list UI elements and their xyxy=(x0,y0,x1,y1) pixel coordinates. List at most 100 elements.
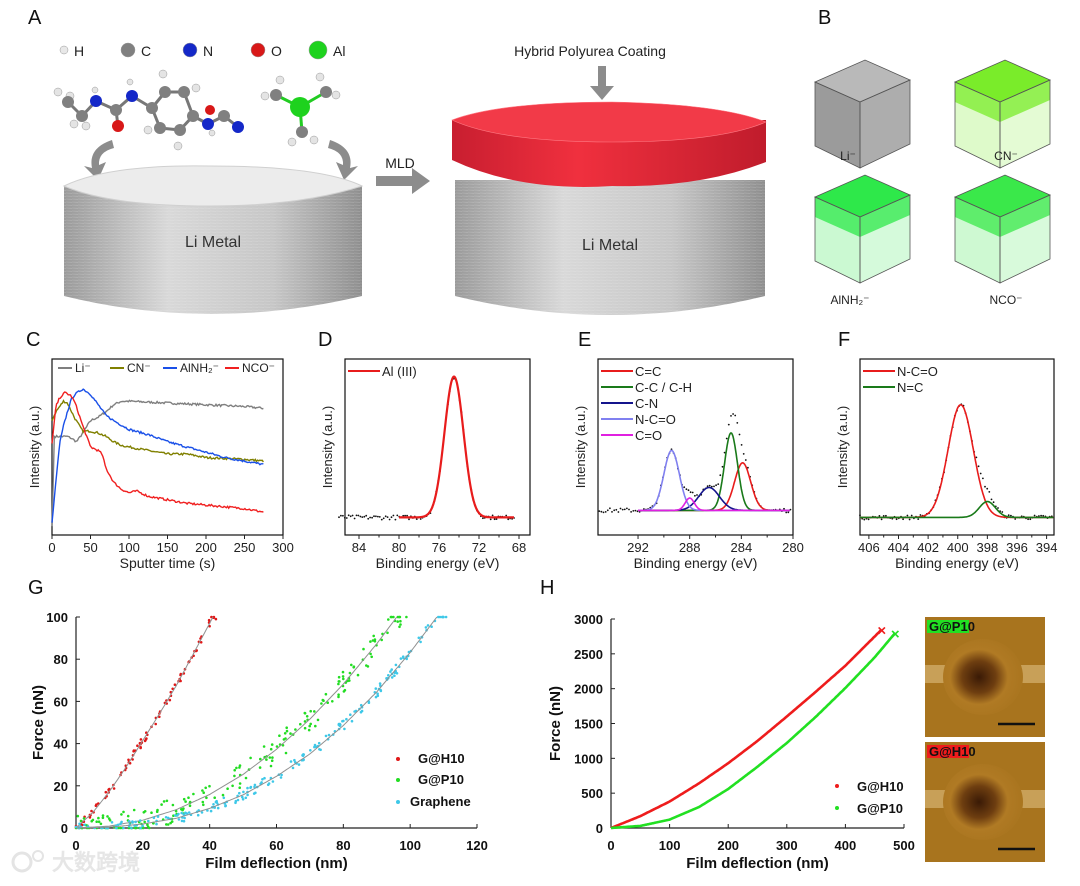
data-point-graphene xyxy=(359,710,363,714)
raw-data-point xyxy=(361,516,364,518)
data-point-g-h10 xyxy=(171,687,174,691)
data-point-g-p10 xyxy=(387,618,390,621)
x-axis-label: Binding energy (eV) xyxy=(376,555,500,571)
x-tick-label: 40 xyxy=(202,838,216,853)
raw-data-point xyxy=(906,514,909,517)
data-point-g-p10 xyxy=(371,639,375,642)
coating-label: Hybrid Polyurea Coating xyxy=(514,43,666,59)
chart-f: 406 404 402 400 398 396 394 Binding energy (eV)… xyxy=(835,358,1058,571)
data-point-graphene xyxy=(209,809,213,813)
data-point-g-p10 xyxy=(202,791,205,794)
data-point-graphene xyxy=(200,811,204,814)
data-point-g-p10 xyxy=(309,709,313,713)
data-point-graphene xyxy=(342,719,345,723)
data-point-g-p10 xyxy=(118,826,122,830)
atom-legend: H C N O Al xyxy=(59,40,345,60)
tof-sims-3d-maps: Li⁻ CN⁻ AlNH₂⁻ NCO⁻ xyxy=(814,59,1051,307)
raw-data-point xyxy=(375,515,377,518)
data-point-graphene xyxy=(224,804,227,807)
x-tick-label: 300 xyxy=(272,540,294,555)
data-point-g-p10 xyxy=(79,819,83,823)
data-point-graphene xyxy=(253,783,257,787)
data-point-graphene xyxy=(376,694,380,697)
raw-data-point xyxy=(865,517,868,520)
raw-data-point xyxy=(392,514,395,517)
data-point-g-p10 xyxy=(270,759,274,762)
raw-data-point xyxy=(670,448,673,451)
raw-data-point xyxy=(694,494,696,497)
atom-c-icon xyxy=(120,42,136,58)
data-point-graphene xyxy=(261,778,264,781)
y-tick-label: 100 xyxy=(46,610,68,625)
data-point-g-p10 xyxy=(314,724,317,728)
raw-data-point xyxy=(715,484,717,487)
legend-marker xyxy=(396,778,400,782)
fit-curve-g-p10 xyxy=(75,616,398,829)
data-point-graphene xyxy=(183,816,186,820)
data-point-g-p10 xyxy=(369,640,372,643)
y-tick-label: 1000 xyxy=(574,751,603,766)
data-point-graphene xyxy=(424,626,428,629)
x-tick-label: 100 xyxy=(118,540,140,555)
raw-data-point xyxy=(895,518,898,521)
afm-label-bg xyxy=(927,620,969,633)
cube-edge xyxy=(859,79,911,169)
data-point-g-p10 xyxy=(370,655,374,659)
data-point-g-p10 xyxy=(321,698,325,702)
data-point-g-p10 xyxy=(166,823,170,826)
legend-label: Graphene xyxy=(410,794,471,809)
data-point-g-p10 xyxy=(201,789,204,792)
data-point-graphene xyxy=(378,682,382,685)
watermark: 大数跨境 xyxy=(11,850,140,876)
li-metal-label-left: Li Metal xyxy=(185,234,241,251)
panel-label-a: A xyxy=(28,7,42,29)
data-point-graphene xyxy=(236,798,240,802)
x-axis-label: Film deflection (nm) xyxy=(686,855,829,872)
raw-data-point xyxy=(634,509,637,512)
data-point-g-p10 xyxy=(182,797,186,801)
raw-data-point xyxy=(505,514,508,517)
raw-data-point xyxy=(408,518,410,521)
data-point-graphene xyxy=(271,780,275,783)
data-point-g-p10 xyxy=(366,665,370,668)
x-tick-label: 394 xyxy=(1036,540,1058,555)
data-point-g-p10 xyxy=(208,784,211,788)
raw-data-point xyxy=(891,517,894,520)
x-tick-label: 400 xyxy=(947,540,969,555)
raw-data-point xyxy=(717,483,720,485)
afm-image-g-p10: G@P10 xyxy=(925,617,1045,737)
x-tick-label: 76 xyxy=(432,540,446,555)
data-point-g-p10 xyxy=(348,679,351,682)
x-axis-label: Film deflection (nm) xyxy=(205,855,348,872)
fit-peak-n-c xyxy=(860,500,1054,519)
data-point-g-p10 xyxy=(285,726,289,729)
raw-data-point xyxy=(730,415,732,417)
raw-data-point xyxy=(727,423,730,426)
data-point-g-p10 xyxy=(201,800,205,804)
raw-data-point xyxy=(789,508,792,511)
x-tick-label: 292 xyxy=(627,540,649,555)
data-point-g-p10 xyxy=(386,631,389,635)
data-point-graphene xyxy=(253,785,256,789)
x-tick-label: 0 xyxy=(48,540,55,555)
x-tick-label: 50 xyxy=(83,540,97,555)
series-line-alnh xyxy=(51,388,264,523)
raw-data-point xyxy=(419,518,422,520)
data-point-g-p10 xyxy=(146,823,149,826)
data-point-graphene xyxy=(437,615,440,619)
data-point-graphene xyxy=(78,822,81,826)
data-point-g-p10 xyxy=(91,818,95,822)
chart-d: 84 80 76 72 68 Binding energy (eV) Intensity (… xyxy=(320,358,531,571)
data-point-g-p10 xyxy=(313,710,316,713)
data-point-g-p10 xyxy=(299,722,302,726)
data-point-g-p10 xyxy=(303,726,307,730)
data-point-g-p10 xyxy=(160,803,163,806)
cube-top xyxy=(955,175,1050,217)
data-point-graphene xyxy=(389,670,392,673)
raw-data-point xyxy=(1033,514,1036,517)
data-point-g-h10 xyxy=(90,809,93,813)
raw-data-point xyxy=(1040,514,1042,517)
data-point-g-p10 xyxy=(202,803,205,807)
data-point-graphene xyxy=(266,783,270,787)
data-point-g-p10 xyxy=(342,690,346,693)
